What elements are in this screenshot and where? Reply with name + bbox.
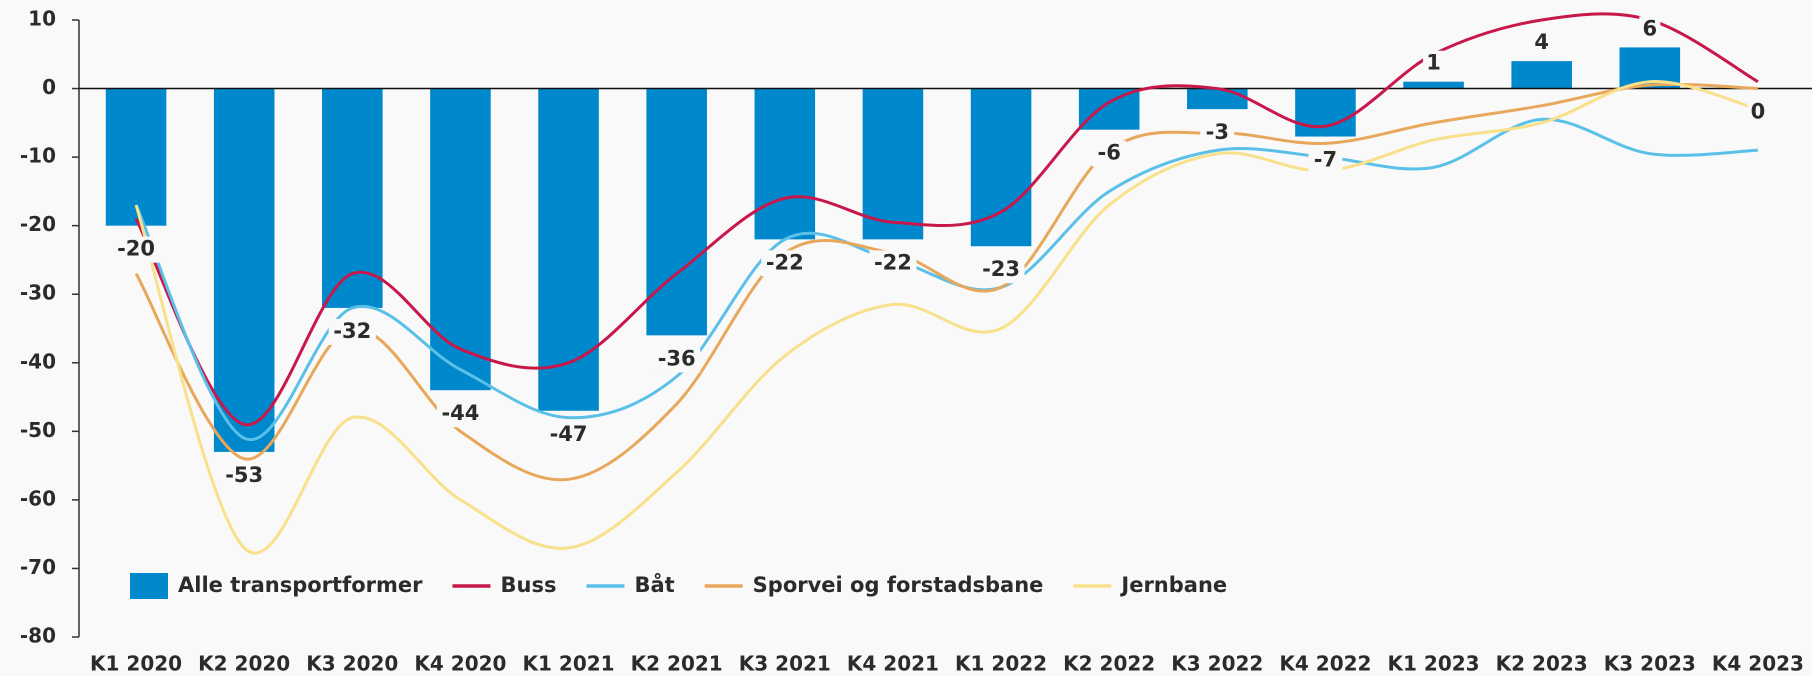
bar [322, 88, 383, 308]
data-label: -20 [117, 237, 155, 261]
y-tick-label: -60 [20, 486, 56, 510]
legend-label: Båt [634, 572, 674, 597]
label-bg [653, 346, 701, 373]
label-bg [220, 462, 268, 489]
x-tick-label: K2 2023 [1496, 652, 1588, 676]
data-label: 1 [1426, 51, 1441, 75]
data-label: 6 [1643, 16, 1658, 40]
bar [538, 88, 599, 411]
y-tick-label: -20 [20, 212, 56, 236]
label-bg [1200, 120, 1235, 147]
x-tick-label: K3 2020 [306, 652, 398, 676]
y-tick-label: -70 [20, 555, 56, 579]
label-bg [1747, 99, 1769, 126]
y-tick-label: -10 [20, 144, 56, 168]
label-bg [1092, 140, 1127, 167]
bar [1078, 88, 1140, 130]
x-tick-label: K4 2020 [414, 652, 506, 676]
bar [213, 88, 275, 452]
label-bg [869, 250, 917, 277]
label-bg [1423, 50, 1445, 77]
x-tick-label: K4 2023 [1712, 652, 1804, 676]
label-bg [112, 236, 160, 263]
y-tick-label: -40 [20, 349, 56, 373]
data-label: -32 [333, 319, 371, 343]
x-tick-label: K2 2020 [198, 652, 290, 676]
y-tick-label: -80 [20, 624, 56, 648]
data-label: -22 [766, 250, 804, 274]
bar [105, 88, 167, 226]
x-tick-label: K3 2022 [1171, 652, 1263, 676]
x-tick-label: K3 2023 [1604, 652, 1696, 676]
bar [1511, 61, 1572, 89]
y-tick-label: 10 [28, 7, 56, 31]
bar [1187, 88, 1248, 110]
data-label: -7 [1314, 148, 1337, 172]
label-bg [436, 401, 484, 428]
bar [1295, 88, 1356, 137]
label-bg [1531, 30, 1553, 57]
y-tick-label: -50 [20, 418, 56, 442]
x-tick-label: K2 2022 [1063, 652, 1155, 676]
data-label: -47 [550, 422, 588, 446]
y-tick-label: 0 [42, 75, 56, 99]
data-label: -36 [658, 346, 696, 370]
bar [970, 88, 1032, 247]
data-label: -22 [874, 250, 912, 274]
bar [646, 88, 707, 336]
legend-label: Jernbane [1119, 573, 1227, 597]
x-tick-label: K4 2021 [847, 652, 939, 676]
legend-swatch [130, 573, 168, 599]
data-label: -44 [441, 401, 479, 425]
label-bg [761, 250, 809, 277]
x-tick-label: K4 2022 [1279, 652, 1371, 676]
label-bg [1308, 147, 1343, 174]
data-label: -3 [1206, 120, 1229, 144]
data-label: 4 [1534, 30, 1549, 54]
x-tick-label: K1 2021 [523, 652, 615, 676]
label-bg [1639, 16, 1661, 43]
label-bg [977, 257, 1025, 284]
x-tick-label: K3 2021 [739, 652, 831, 676]
data-label: -53 [225, 463, 263, 487]
x-tick-label: K2 2021 [631, 652, 723, 676]
y-tick-label: -30 [20, 281, 56, 305]
label-bg [328, 318, 376, 345]
legend-label: Alle transportformer [178, 573, 423, 597]
label-bg [545, 421, 593, 448]
x-tick-label: K1 2023 [1388, 652, 1480, 676]
data-label: -23 [982, 257, 1020, 281]
x-tick-label: K1 2020 [90, 652, 182, 676]
legend-label: Buss [500, 573, 556, 597]
line [134, 80, 1759, 555]
data-label: -6 [1098, 141, 1121, 165]
bar [430, 88, 491, 391]
x-tick-label: K1 2022 [955, 652, 1047, 676]
bar [862, 88, 924, 240]
bar [1403, 81, 1464, 89]
legend-label: Sporvei og forstadsbane [753, 573, 1044, 597]
line [134, 12, 1759, 427]
bar [754, 88, 816, 240]
data-label: 0 [1751, 100, 1766, 124]
